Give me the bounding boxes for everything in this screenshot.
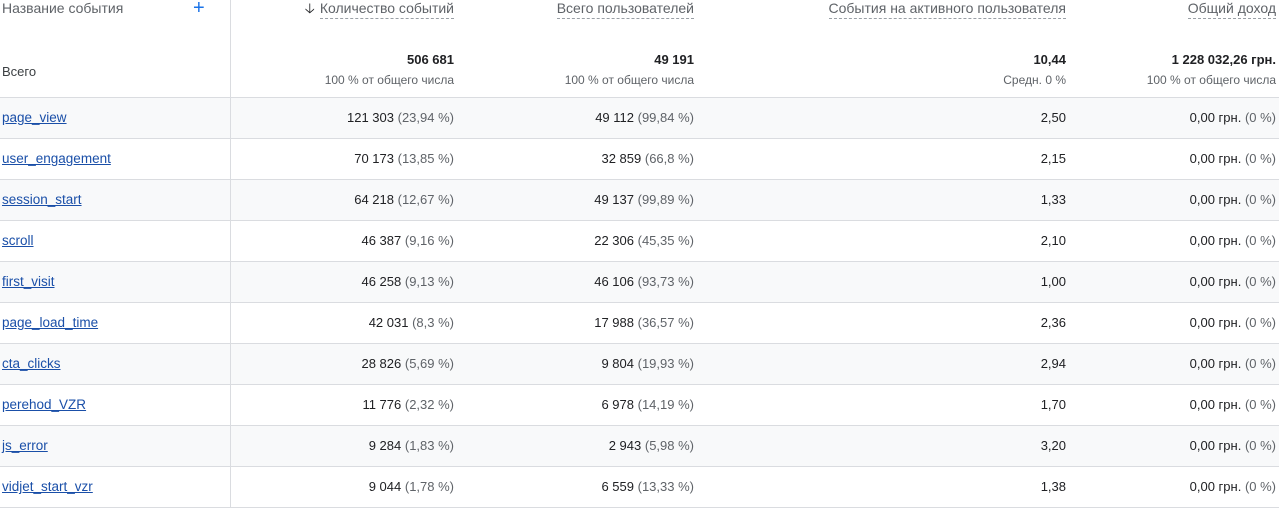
total-value: 1 228 032,26 грн.	[1171, 52, 1276, 67]
event-name-link[interactable]: page_load_time	[2, 315, 99, 330]
per-user-cell: 2,50	[701, 98, 1073, 139]
per-user-cell: 2,15	[701, 139, 1073, 180]
events-cell: 11 776 (2,32 %)	[231, 385, 461, 426]
table-header: Название события + 🡣 Количество событий Вс…	[0, 0, 1279, 40]
table-row: cta_clicks 28 826 (5,69 %) 9 804 (19,93 %)…	[0, 344, 1279, 385]
per-user-cell: 1,00	[701, 262, 1073, 303]
per-user-cell: 1,33	[701, 180, 1073, 221]
revenue-cell: 0,00 грн. (0 %)	[1073, 426, 1279, 467]
event-name-link[interactable]: cta_clicks	[2, 356, 61, 371]
users-cell: 22 306 (45,35 %)	[461, 221, 701, 262]
revenue-cell: 0,00 грн. (0 %)	[1073, 262, 1279, 303]
users-cell: 9 804 (19,93 %)	[461, 344, 701, 385]
table-row: vidjet_start_vzr 9 044 (1,78 %) 6 559 (13,…	[0, 467, 1279, 508]
events-cell: 46 387 (9,16 %)	[231, 221, 461, 262]
users-cell: 6 559 (13,33 %)	[461, 467, 701, 508]
total-sub: 100 % от общего числа	[564, 73, 694, 87]
totals-label: Всего	[0, 40, 231, 98]
per-user-cell: 1,38	[701, 467, 1073, 508]
column-header-events[interactable]: 🡣 Количество событий	[231, 0, 461, 40]
users-cell: 32 859 (66,8 %)	[461, 139, 701, 180]
event-name-link[interactable]: vidjet_start_vzr	[2, 479, 93, 494]
table-row: js_error 9 284 (1,83 %) 2 943 (5,98 %) 3,20…	[0, 426, 1279, 467]
arrow-down-icon: 🡣	[304, 0, 315, 16]
users-cell: 17 988 (36,57 %)	[461, 303, 701, 344]
users-cell: 46 106 (93,73 %)	[461, 262, 701, 303]
event-name-link[interactable]: user_engagement	[2, 151, 111, 166]
table-row: page_view 121 303 (23,94 %) 49 112 (99,84 …	[0, 98, 1279, 139]
table-row: user_engagement 70 173 (13,85 %) 32 859 (6…	[0, 139, 1279, 180]
total-sub: Средн. 0 %	[1003, 73, 1066, 87]
events-cell: 9 044 (1,78 %)	[231, 467, 461, 508]
revenue-cell: 0,00 грн. (0 %)	[1073, 385, 1279, 426]
per-user-cell: 2,36	[701, 303, 1073, 344]
column-header-users[interactable]: Всего пользователей	[461, 0, 701, 40]
total-value: 506 681	[407, 52, 454, 67]
events-cell: 9 284 (1,83 %)	[231, 426, 461, 467]
events-cell: 70 173 (13,85 %)	[231, 139, 461, 180]
table-row: scroll 46 387 (9,16 %) 22 306 (45,35 %) 2,1…	[0, 221, 1279, 262]
events-cell: 42 031 (8,3 %)	[231, 303, 461, 344]
per-user-cell: 3,20	[701, 426, 1073, 467]
users-cell: 6 978 (14,19 %)	[461, 385, 701, 426]
revenue-cell: 0,00 грн. (0 %)	[1073, 180, 1279, 221]
events-cell: 46 258 (9,13 %)	[231, 262, 461, 303]
revenue-cell: 0,00 грн. (0 %)	[1073, 467, 1279, 508]
event-name-link[interactable]: js_error	[2, 438, 48, 453]
plus-icon[interactable]: +	[193, 0, 205, 19]
revenue-cell: 0,00 грн. (0 %)	[1073, 344, 1279, 385]
total-value: 10,44	[1033, 52, 1066, 67]
users-cell: 49 137 (99,89 %)	[461, 180, 701, 221]
per-user-cell: 1,70	[701, 385, 1073, 426]
per-user-cell: 2,10	[701, 221, 1073, 262]
table-row: session_start 64 218 (12,67 %) 49 137 (99,…	[0, 180, 1279, 221]
events-cell: 64 218 (12,67 %)	[231, 180, 461, 221]
revenue-cell: 0,00 грн. (0 %)	[1073, 98, 1279, 139]
revenue-cell: 0,00 грн. (0 %)	[1073, 221, 1279, 262]
table-row: first_visit 46 258 (9,13 %) 46 106 (93,73 …	[0, 262, 1279, 303]
table-row: page_load_time 42 031 (8,3 %) 17 988 (36,5…	[0, 303, 1279, 344]
event-name-link[interactable]: scroll	[2, 233, 34, 248]
revenue-cell: 0,00 грн. (0 %)	[1073, 303, 1279, 344]
table-row: perehod_VZR 11 776 (2,32 %) 6 978 (14,19 %…	[0, 385, 1279, 426]
event-name-link[interactable]: perehod_VZR	[2, 397, 87, 412]
users-cell: 49 112 (99,84 %)	[461, 98, 701, 139]
events-cell: 28 826 (5,69 %)	[231, 344, 461, 385]
totals-row: Всего 506 681 100 % от общего числа 49 19…	[0, 40, 1279, 98]
table-body: page_view 121 303 (23,94 %) 49 112 (99,84 …	[0, 98, 1279, 508]
column-header-revenue[interactable]: Общий доход	[1073, 0, 1279, 40]
total-value: 49 191	[654, 52, 694, 67]
event-name-link[interactable]: page_view	[2, 110, 67, 125]
per-user-cell: 2,94	[701, 344, 1073, 385]
users-cell: 2 943 (5,98 %)	[461, 426, 701, 467]
revenue-cell: 0,00 грн. (0 %)	[1073, 139, 1279, 180]
column-header-events-per-user[interactable]: События на активного пользователя	[701, 0, 1073, 40]
dimension-header[interactable]: Название события	[2, 0, 124, 16]
total-sub: 100 % от общего числа	[1146, 73, 1276, 87]
events-cell: 121 303 (23,94 %)	[231, 98, 461, 139]
event-name-link[interactable]: session_start	[2, 192, 82, 207]
total-sub: 100 % от общего числа	[324, 73, 454, 87]
event-name-link[interactable]: first_visit	[2, 274, 55, 289]
